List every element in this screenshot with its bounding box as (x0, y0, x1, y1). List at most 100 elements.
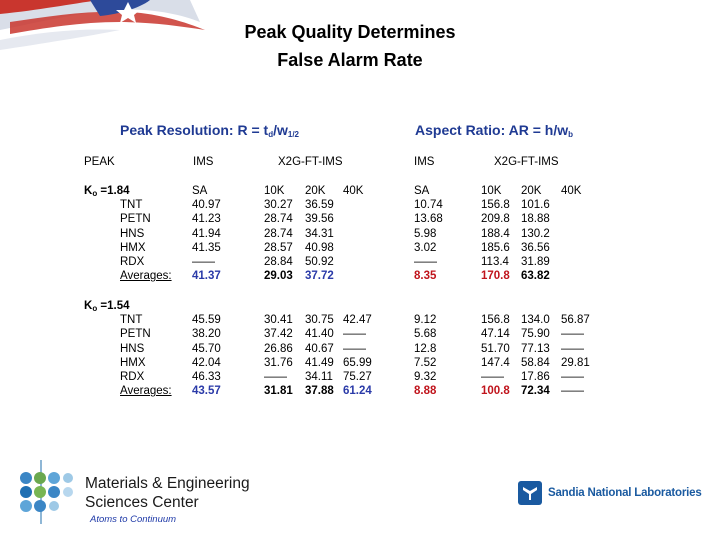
group2-row-y40: 29.81 (561, 356, 590, 369)
group2-row-ims: 42.04 (192, 356, 221, 369)
group2-row-x10: —— (264, 371, 287, 383)
group2-row-y20: 77.13 (521, 342, 550, 355)
group2-row-y20: 75.90 (521, 328, 550, 341)
group2-avg-ims: 43.57 (192, 385, 221, 398)
sandia-thunderbird-icon (518, 481, 542, 505)
group2-row-y40: —— (561, 328, 584, 341)
group1-avg-ims2: 8.35 (414, 270, 437, 283)
group2-avg-y40: —— (561, 385, 584, 398)
group1-avg-label: Averages: (120, 270, 172, 283)
group1-row-ims: 41.23 (192, 213, 221, 226)
mesc-logo-icon (20, 460, 73, 524)
group1-row-ims: 40.97 (192, 199, 221, 212)
group2-row-label: TNT (120, 314, 143, 327)
group2-row-y10: 156.8 (481, 314, 510, 327)
group2-row-x40: —— (343, 328, 366, 341)
group2-row-x20: 41.40 (305, 328, 334, 341)
group2-row-x40: 42.47 (343, 314, 372, 327)
group2-row-label: RDX (120, 371, 145, 383)
group2-row-y20: 134.0 (521, 314, 550, 327)
group1-row-y20: 31.89 (521, 256, 550, 268)
group1-row-x20: 34.31 (305, 227, 334, 240)
group2-row-y20: 17.86 (521, 371, 550, 383)
group2-row-y10: 47.14 (481, 328, 510, 341)
group2-row-y40: 56.87 (561, 314, 590, 327)
group2-row-y40: —— (561, 342, 584, 355)
group1-row-y40: 40K (561, 185, 582, 197)
sandia-logo: Sandia National Laboratories (518, 481, 702, 505)
mesc-name: Materials & Engineering Sciences Center (85, 475, 250, 511)
group1-row-label: PETN (120, 213, 151, 226)
group2-row-y10: —— (481, 371, 504, 383)
group1-row-ims2: 5.98 (414, 227, 437, 240)
group2-avg-y20: 72.34 (521, 385, 550, 398)
group1-row-x20: 40.98 (305, 241, 334, 254)
group2-row-ims2: 7.52 (414, 356, 437, 369)
group1-row-x20: 50.92 (305, 256, 334, 268)
group2-avg-x40: 61.24 (343, 385, 372, 398)
group1-row-y20: 130.2 (521, 227, 550, 240)
group2-row-x10: 31.76 (264, 356, 293, 369)
group2-avg-label: Averages: (120, 385, 172, 398)
group1-row-ims2: 10.74 (414, 199, 443, 212)
group1-avg-ims: 41.37 (192, 270, 221, 283)
group2-row-x20: 40.67 (305, 342, 334, 355)
col-header-x2g-resolution: X2G-FT-IMS (278, 156, 343, 168)
group1-row-x10: 30.27 (264, 199, 293, 212)
group1-row-y10: 156.8 (481, 199, 510, 212)
group1-row-ims: SA (192, 185, 208, 197)
mesc-tagline: Atoms to Continuum (90, 514, 177, 525)
group2-row-x20: 30.75 (305, 314, 334, 327)
group2-row-ims: 46.33 (192, 371, 221, 383)
group1-row-ims2: 3.02 (414, 241, 437, 254)
group2-avg-y10: 100.8 (481, 385, 510, 398)
group1-row-x10: 28.84 (264, 256, 293, 268)
group1-row-ims: 41.94 (192, 227, 221, 240)
group1-row-x40: 40K (343, 185, 364, 197)
group1-row-y10: 185.6 (481, 241, 510, 254)
group2-row-ims2: 9.12 (414, 314, 437, 327)
group1-row-label: TNT (120, 199, 143, 212)
group2-row-ims2: 5.68 (414, 328, 437, 341)
group2-row-label: HNS (120, 342, 145, 355)
group1-ko-label: Ko =1.84 (84, 185, 130, 198)
group2-row-y10: 147.4 (481, 356, 510, 369)
group2-row-y40: —— (561, 371, 584, 383)
group1-row-x10: 10K (264, 185, 285, 197)
group1-row-y10: 209.8 (481, 213, 510, 226)
group1-row-y20: 101.6 (521, 199, 550, 212)
col-header-peak: PEAK (84, 156, 115, 168)
group2-avg-ims2: 8.88 (414, 385, 437, 398)
group1-avg-y10: 170.8 (481, 270, 510, 283)
group1-row-y10: 188.4 (481, 227, 510, 240)
group1-row-label: RDX (120, 256, 145, 268)
group1-avg-y20: 63.82 (521, 270, 550, 283)
group2-avg-x10: 31.81 (264, 385, 293, 398)
group2-row-x10: 30.41 (264, 314, 293, 327)
group1-row-y20: 36.56 (521, 241, 550, 254)
group2-row-ims2: 9.32 (414, 371, 437, 383)
group2-row-ims: 38.20 (192, 328, 221, 341)
group1-row-x10: 28.57 (264, 241, 293, 254)
group2-row-x20: 41.49 (305, 356, 334, 369)
group1-row-x10: 28.74 (264, 227, 293, 240)
group2-row-x10: 26.86 (264, 342, 293, 355)
group1-avg-x10: 29.03 (264, 270, 293, 283)
group1-row-ims: 41.35 (192, 241, 221, 254)
group1-row-y20: 20K (521, 185, 542, 197)
group2-row-x40: 75.27 (343, 371, 372, 383)
resolution-heading: Peak Resolution: R = td/w1/2 (120, 122, 299, 139)
group2-row-y20: 58.84 (521, 356, 550, 369)
group1-avg-x20: 37.72 (305, 270, 334, 283)
group1-row-label: HNS (120, 227, 145, 240)
group1-row-ims2: SA (414, 185, 430, 197)
col-header-ims-resolution: IMS (193, 156, 214, 168)
group2-row-label: HMX (120, 356, 146, 369)
col-header-ims-aspect: IMS (414, 156, 435, 168)
group2-row-ims2: 12.8 (414, 342, 437, 355)
group2-row-x20: 34.11 (305, 371, 333, 383)
group2-ko-label: Ko =1.54 (84, 300, 130, 313)
group1-row-x20: 36.59 (305, 199, 334, 212)
group1-row-ims: —— (192, 256, 215, 268)
aspect-ratio-heading: Aspect Ratio: AR = h/wb (415, 122, 574, 139)
